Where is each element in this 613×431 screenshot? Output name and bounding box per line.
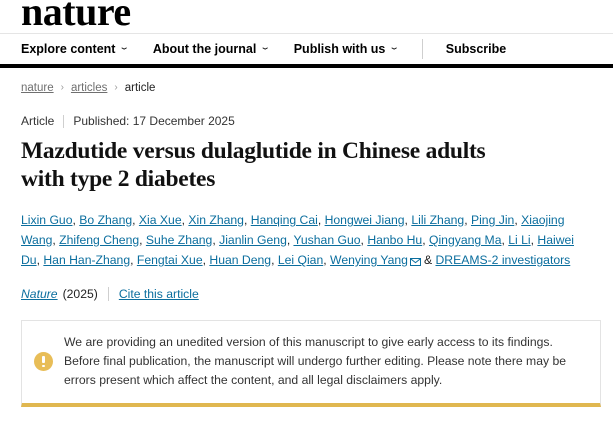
chevron-right-icon: › [60, 81, 64, 93]
breadcrumb-item-nature[interactable]: nature [21, 82, 54, 94]
author-link[interactable]: Xia Xue [138, 213, 182, 227]
unedited-manuscript-alert: We are providing an unedited version of … [21, 320, 601, 407]
nav-divider [421, 39, 423, 59]
nav-item-label: Subscribe [445, 42, 507, 56]
journal-name-link[interactable]: Nature [21, 287, 58, 301]
group-author-link[interactable]: DREAMS-2 investigators [435, 253, 571, 267]
nav-item-about-the-journal[interactable]: About the journal ⌄ [152, 42, 272, 56]
author-link[interactable]: Li Li [508, 233, 531, 247]
author-link[interactable]: Zhifeng Cheng [59, 233, 140, 247]
article-type-label: Article [21, 114, 55, 128]
corresponding-author-link[interactable]: Wenying Yang [330, 253, 408, 267]
author-link[interactable]: Bo Zhang [79, 213, 133, 227]
nav-item-label: Publish with us [293, 42, 386, 56]
envelope-icon[interactable] [409, 252, 421, 266]
publication-year: (2025) [62, 287, 98, 301]
article-meta: Article Published: 17 December 2025 [21, 114, 597, 128]
author-link[interactable]: Jianlin Geng [219, 233, 287, 247]
author-link[interactable]: Fengtai Xue [136, 253, 203, 267]
author-link[interactable]: Hanbo Hu [367, 233, 423, 247]
alert-message: We are providing an unedited version of … [64, 335, 567, 387]
cite-divider [107, 287, 109, 301]
nav-item-subscribe[interactable]: Subscribe [446, 42, 506, 56]
breadcrumb-item-current: article [124, 82, 156, 94]
cite-this-article-link[interactable]: Cite this article [118, 287, 199, 301]
warning-circle-icon [34, 352, 53, 371]
nav-item-label: About the journal [152, 42, 257, 56]
journal-citation: Nature (2025) Cite this article [21, 287, 597, 301]
breadcrumb-item-articles[interactable]: articles [70, 82, 108, 94]
author-link[interactable]: Lei Qian [277, 253, 324, 267]
author-link[interactable]: Hanqing Cai [250, 213, 318, 227]
author-link[interactable]: Xin Zhang [188, 213, 244, 227]
chevron-down-icon: ⌄ [388, 43, 401, 52]
author-link[interactable]: Xiaojing Wang [21, 213, 565, 247]
nav-item-explore-content[interactable]: Explore content ⌄ [21, 42, 131, 56]
author-link[interactable]: Qingyang Ma [428, 233, 502, 247]
author-link[interactable]: Lixin Guo [21, 213, 73, 227]
author-link[interactable]: Ping Jin [470, 213, 515, 227]
author-link[interactable]: Huan Deng [209, 253, 272, 267]
author-link[interactable]: Hongwei Jiang [324, 213, 405, 227]
author-list: Lixin Guo, Bo Zhang, Xia Xue, Xin Zhang,… [21, 213, 574, 267]
author-conjunction: & [423, 253, 433, 267]
author-link[interactable]: Lili Zhang [411, 213, 465, 227]
page-title: Mazdutide versus dulaglutide in Chinese … [21, 138, 486, 192]
chevron-right-icon: › [114, 81, 118, 93]
nature-logo[interactable]: nature [21, 0, 131, 34]
author-link[interactable]: Han Han-Zhang [43, 253, 131, 267]
breadcrumb: nature › articles › article [21, 81, 597, 95]
site-masthead: nature [0, 0, 613, 34]
author-link[interactable]: Yushan Guo [293, 233, 361, 247]
nav-item-label: Explore content [21, 42, 116, 56]
meta-divider [63, 114, 65, 128]
chevron-down-icon: ⌄ [119, 43, 131, 52]
article-page-content: nature › articles › article Article Publ… [0, 82, 613, 407]
author-link[interactable]: Suhe Zhang [145, 233, 213, 247]
author-link[interactable]: Haiwei Du [21, 233, 574, 267]
chevron-down-icon: ⌄ [259, 43, 272, 52]
article-published-date: Published: 17 December 2025 [73, 114, 235, 128]
nav-item-publish-with-us[interactable]: Publish with us ⌄ [293, 42, 401, 56]
main-navigation: Explore content ⌄ About the journal ⌄ Pu… [0, 34, 613, 68]
